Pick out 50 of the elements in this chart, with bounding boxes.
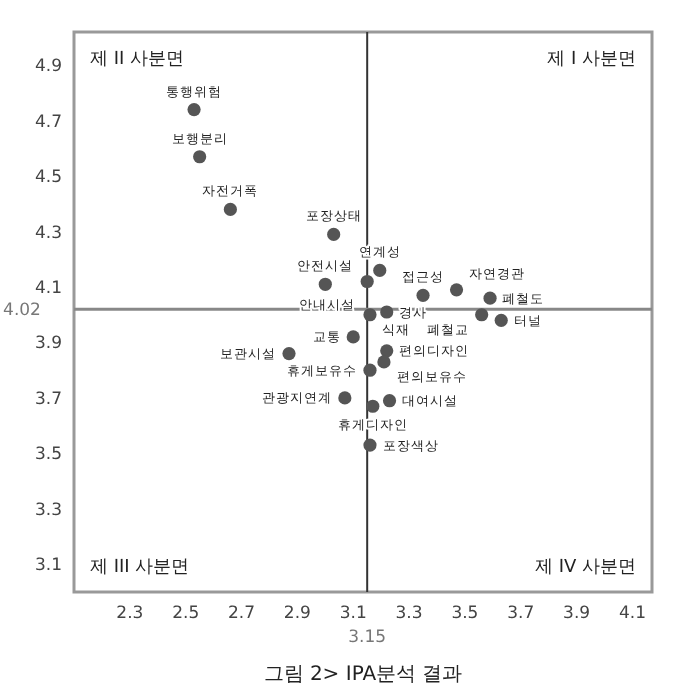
y-tick-label: 4.9 bbox=[34, 57, 62, 78]
y-tick-label: 4.1 bbox=[34, 279, 62, 300]
point bbox=[360, 274, 374, 289]
point bbox=[282, 346, 296, 361]
x-tick-label: 2.9 bbox=[283, 604, 311, 624]
point bbox=[373, 263, 387, 278]
x-tick-label: 2.5 bbox=[172, 604, 200, 624]
point bbox=[366, 399, 380, 413]
x-tick-label: 3.3 bbox=[395, 604, 423, 624]
annotation: 제 II 사분면 bbox=[90, 50, 185, 70]
x-tick-label: 3.7 bbox=[507, 604, 535, 624]
y-tick-label: 4.7 bbox=[34, 112, 62, 133]
point bbox=[380, 344, 394, 358]
point bbox=[380, 305, 394, 319]
x-tick-label: 2.3 bbox=[116, 604, 144, 624]
ref-line-label: 3.15 bbox=[348, 628, 387, 648]
point bbox=[363, 363, 377, 377]
point bbox=[475, 308, 489, 322]
y-tick-label: 3.9 bbox=[34, 334, 62, 355]
y-tick-label: 3.1 bbox=[34, 556, 62, 577]
y-tick-label: 3.5 bbox=[34, 445, 62, 466]
point bbox=[377, 355, 391, 369]
point bbox=[327, 227, 341, 241]
point bbox=[494, 313, 508, 327]
point bbox=[382, 394, 397, 408]
y-tick-label: 4.5 bbox=[34, 168, 62, 189]
annotation: 제 I 사분면 bbox=[547, 50, 636, 70]
point bbox=[346, 330, 360, 344]
point bbox=[449, 283, 464, 297]
title: 그림 2> IPA분석 결과 bbox=[263, 664, 463, 686]
point bbox=[193, 150, 207, 164]
y-tick-label: 3.3 bbox=[34, 500, 62, 521]
point bbox=[338, 391, 352, 405]
x-tick-label: 3.5 bbox=[451, 604, 479, 624]
point bbox=[416, 288, 430, 302]
y-tick-label: 4.3 bbox=[34, 223, 62, 244]
ref-line-label: 4.02 bbox=[3, 301, 41, 322]
point bbox=[187, 103, 201, 117]
annotation: 제 IV 사분면 bbox=[534, 558, 636, 578]
x-tick-label: 3.9 bbox=[563, 604, 591, 624]
x-tick-label: 2.7 bbox=[228, 604, 256, 624]
point bbox=[318, 277, 332, 291]
point bbox=[363, 308, 377, 322]
point bbox=[223, 202, 237, 217]
x-tick-label: 3.1 bbox=[339, 604, 367, 624]
x-tick-label: 4.1 bbox=[618, 604, 646, 624]
point bbox=[483, 291, 497, 305]
annotation: 제 III 사분면 bbox=[90, 558, 190, 578]
y-tick-label: 3.7 bbox=[34, 389, 62, 410]
point bbox=[363, 438, 377, 452]
